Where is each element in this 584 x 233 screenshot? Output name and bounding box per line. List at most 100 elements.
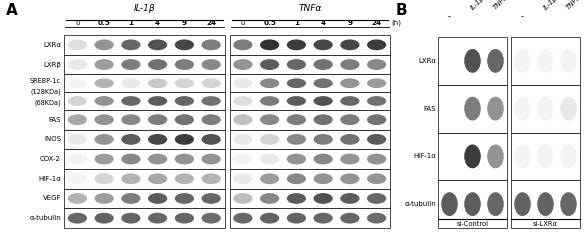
Ellipse shape xyxy=(121,154,141,164)
Ellipse shape xyxy=(95,193,114,204)
Ellipse shape xyxy=(175,134,194,145)
Ellipse shape xyxy=(464,49,481,73)
Ellipse shape xyxy=(233,154,252,164)
Text: 4: 4 xyxy=(321,20,326,26)
Ellipse shape xyxy=(314,173,333,184)
Ellipse shape xyxy=(314,154,333,164)
Ellipse shape xyxy=(201,96,221,106)
Bar xyxy=(511,37,580,85)
Ellipse shape xyxy=(487,144,504,168)
Ellipse shape xyxy=(95,134,114,145)
Ellipse shape xyxy=(121,114,141,125)
Ellipse shape xyxy=(260,39,279,50)
Ellipse shape xyxy=(95,154,114,164)
Ellipse shape xyxy=(201,193,221,204)
Text: B: B xyxy=(396,3,408,18)
Ellipse shape xyxy=(201,173,221,184)
Ellipse shape xyxy=(233,173,252,184)
Ellipse shape xyxy=(314,96,333,106)
Ellipse shape xyxy=(367,154,386,164)
Text: IL-1β: IL-1β xyxy=(133,4,155,13)
Text: 0.5: 0.5 xyxy=(98,20,110,26)
Ellipse shape xyxy=(121,59,141,70)
Text: HIF-1α: HIF-1α xyxy=(38,176,61,182)
Ellipse shape xyxy=(287,59,306,70)
Bar xyxy=(230,208,390,228)
Ellipse shape xyxy=(175,39,194,50)
Bar xyxy=(230,92,390,110)
Ellipse shape xyxy=(340,154,360,164)
Bar xyxy=(64,208,224,228)
Ellipse shape xyxy=(340,173,360,184)
Ellipse shape xyxy=(314,39,333,50)
Ellipse shape xyxy=(233,39,252,50)
Text: IL-1β: IL-1β xyxy=(470,0,485,11)
Ellipse shape xyxy=(260,213,279,224)
Text: α-tubulin: α-tubulin xyxy=(29,215,61,221)
Bar xyxy=(64,188,224,208)
Ellipse shape xyxy=(340,213,360,224)
Ellipse shape xyxy=(367,134,386,145)
Bar xyxy=(64,130,224,149)
Bar xyxy=(230,35,390,55)
Ellipse shape xyxy=(148,78,167,88)
Ellipse shape xyxy=(314,59,333,70)
Ellipse shape xyxy=(367,96,386,106)
Ellipse shape xyxy=(287,154,306,164)
Ellipse shape xyxy=(175,154,194,164)
Ellipse shape xyxy=(175,193,194,204)
Bar xyxy=(511,133,580,180)
Ellipse shape xyxy=(68,213,87,224)
Ellipse shape xyxy=(95,78,114,88)
Bar xyxy=(64,74,224,92)
Ellipse shape xyxy=(233,193,252,204)
Ellipse shape xyxy=(175,96,194,106)
Text: 4: 4 xyxy=(155,20,160,26)
Ellipse shape xyxy=(175,78,194,88)
Ellipse shape xyxy=(260,114,279,125)
Ellipse shape xyxy=(201,114,221,125)
Bar xyxy=(64,92,224,110)
Text: 1: 1 xyxy=(128,20,133,26)
Text: TNFα: TNFα xyxy=(565,0,582,11)
Ellipse shape xyxy=(367,213,386,224)
Ellipse shape xyxy=(233,78,252,88)
Ellipse shape xyxy=(487,49,504,73)
Ellipse shape xyxy=(260,173,279,184)
Ellipse shape xyxy=(260,59,279,70)
Text: 9: 9 xyxy=(182,20,187,26)
Text: 0: 0 xyxy=(241,20,245,26)
Ellipse shape xyxy=(175,114,194,125)
Ellipse shape xyxy=(68,134,87,145)
Ellipse shape xyxy=(340,114,360,125)
Ellipse shape xyxy=(148,134,167,145)
Bar xyxy=(230,188,390,208)
Ellipse shape xyxy=(340,39,360,50)
Text: 9: 9 xyxy=(347,20,352,26)
Text: si-Control: si-Control xyxy=(457,221,488,227)
Ellipse shape xyxy=(175,173,194,184)
Ellipse shape xyxy=(233,213,252,224)
Text: A: A xyxy=(6,3,18,18)
Ellipse shape xyxy=(537,97,554,120)
Text: 24: 24 xyxy=(371,20,381,26)
Text: LXRα: LXRα xyxy=(43,42,61,48)
Bar xyxy=(64,35,224,55)
Ellipse shape xyxy=(340,78,360,88)
Ellipse shape xyxy=(121,193,141,204)
Ellipse shape xyxy=(201,154,221,164)
Ellipse shape xyxy=(340,134,360,145)
Text: LXRα: LXRα xyxy=(418,58,436,64)
Ellipse shape xyxy=(260,193,279,204)
Ellipse shape xyxy=(314,114,333,125)
Ellipse shape xyxy=(148,59,167,70)
Ellipse shape xyxy=(287,96,306,106)
Ellipse shape xyxy=(560,144,577,168)
Ellipse shape xyxy=(260,134,279,145)
Ellipse shape xyxy=(95,114,114,125)
Text: COX-2: COX-2 xyxy=(40,156,61,162)
Text: FAS: FAS xyxy=(423,106,436,112)
Ellipse shape xyxy=(68,59,87,70)
Ellipse shape xyxy=(515,97,531,120)
Ellipse shape xyxy=(95,59,114,70)
